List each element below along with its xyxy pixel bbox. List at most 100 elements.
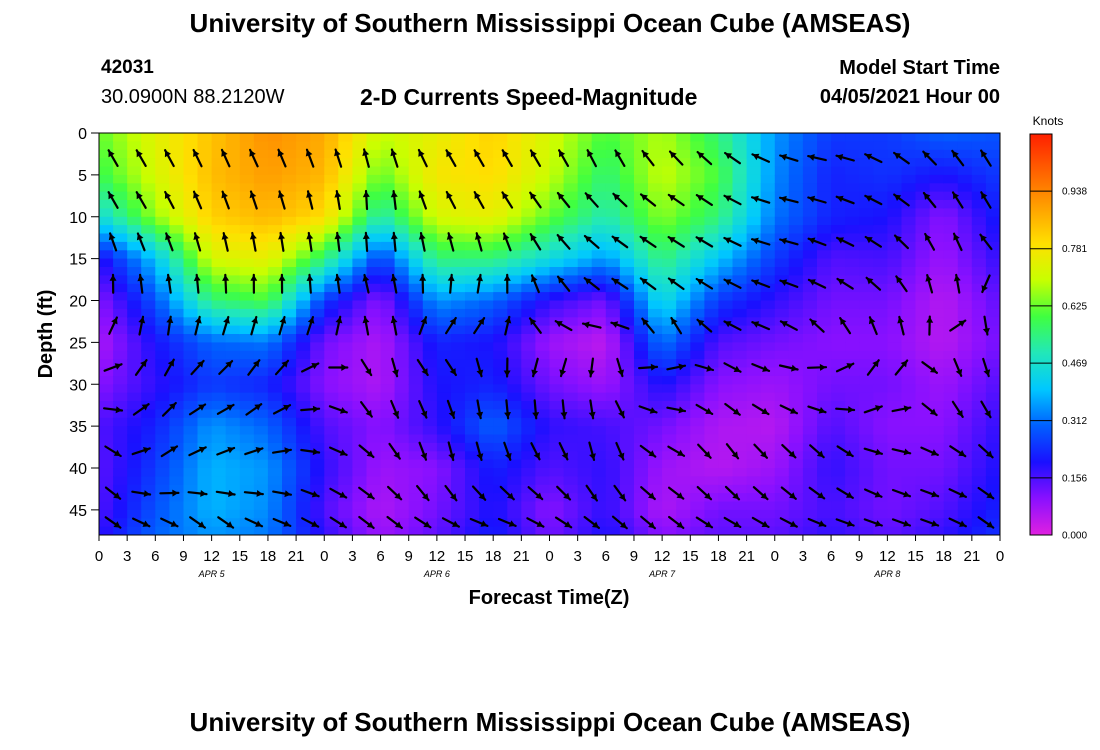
- heat-cell: [239, 141, 255, 151]
- heat-cell: [549, 484, 565, 494]
- heat-cell: [113, 317, 128, 327]
- heat-cell: [845, 518, 860, 528]
- heat-cell: [887, 334, 903, 343]
- heat-cell: [929, 384, 945, 394]
- heat-cell: [788, 476, 804, 486]
- heat-cell: [296, 509, 311, 519]
- current-arrow: [952, 232, 963, 252]
- heat-cell: [831, 267, 846, 276]
- heat-cell: [732, 359, 748, 369]
- current-arrow: [245, 403, 263, 416]
- heat-cell: [676, 476, 691, 486]
- current-arrow: [416, 358, 429, 377]
- heat-cell: [507, 518, 522, 528]
- heat-cell: [957, 292, 973, 302]
- heat-cell: [127, 442, 142, 452]
- heat-cell: [352, 501, 368, 511]
- heat-cell: [577, 426, 593, 436]
- heat-cell: [310, 250, 325, 260]
- heat-cell: [183, 158, 199, 168]
- current-arrow: [779, 237, 799, 246]
- heat-cell: [451, 468, 466, 477]
- heat-cell: [282, 308, 297, 318]
- current-arrow: [188, 446, 207, 457]
- heat-cell: [704, 501, 720, 511]
- y-tick-label: 30: [69, 377, 87, 394]
- heat-cell: [901, 401, 917, 410]
- heat-cell: [380, 493, 396, 503]
- heat-cell: [718, 300, 734, 310]
- current-arrow: [503, 441, 512, 461]
- heat-cell: [718, 141, 734, 151]
- heat-cell: [99, 233, 114, 243]
- heat-cell: [634, 509, 649, 519]
- heat-cell: [225, 367, 241, 377]
- heat-cell: [141, 317, 156, 327]
- heat-cell: [99, 183, 114, 193]
- heat-cell: [802, 283, 818, 293]
- heat-cell: [577, 325, 593, 335]
- heat-cell: [690, 350, 705, 360]
- heat-cell: [873, 191, 888, 201]
- heat-cell: [211, 518, 227, 528]
- current-arrow: [836, 445, 854, 458]
- heat-cell: [493, 401, 508, 410]
- heat-cell: [422, 501, 438, 511]
- current-arrow: [328, 405, 348, 414]
- heat-cell: [394, 367, 410, 377]
- heat-cell: [465, 459, 480, 469]
- heat-cell: [493, 200, 508, 209]
- current-arrow: [306, 273, 314, 294]
- heat-cell: [802, 426, 818, 436]
- heat-cell: [253, 275, 269, 285]
- heat-cell: [901, 334, 917, 343]
- heat-cell: [352, 241, 368, 251]
- current-arrow: [559, 357, 568, 378]
- heat-cell: [225, 183, 241, 193]
- heat-cell: [366, 392, 382, 402]
- heat-cell: [577, 501, 593, 511]
- heat-cell: [408, 459, 424, 469]
- heat-cell: [676, 308, 691, 318]
- heat-cell: [690, 300, 705, 310]
- heat-cell: [380, 141, 396, 151]
- current-arrow: [863, 405, 883, 414]
- heat-cell: [549, 493, 565, 503]
- x-tick-label: 12: [654, 548, 671, 565]
- heat-cell: [366, 325, 382, 335]
- heat-cell: [718, 158, 734, 168]
- heat-cell: [394, 174, 410, 184]
- heat-cell: [971, 200, 987, 209]
- heat-cell: [197, 501, 213, 511]
- heat-cell: [239, 300, 255, 310]
- heat-cell: [831, 191, 846, 201]
- heat-cell: [873, 342, 888, 352]
- heat-cell: [549, 241, 565, 251]
- colorbar-tick-label: 0.000: [1062, 531, 1087, 542]
- heat-cell: [99, 166, 114, 176]
- heat-cell: [549, 451, 565, 461]
- heat-cell: [831, 493, 846, 503]
- heat-cell: [451, 233, 466, 243]
- heat-cell: [817, 392, 832, 402]
- heat-cell: [887, 233, 903, 243]
- heat-cell: [915, 216, 931, 226]
- heat-cell: [774, 509, 790, 519]
- heat-cell: [873, 275, 888, 285]
- heat-cell: [521, 493, 536, 503]
- heat-cell: [943, 275, 959, 285]
- heat-cell: [310, 468, 325, 477]
- heat-cell: [380, 292, 396, 302]
- heat-cell: [465, 225, 480, 235]
- current-arrow: [301, 517, 320, 528]
- heat-cell: [605, 258, 621, 268]
- heat-cell: [535, 509, 551, 519]
- heat-cell: [971, 233, 987, 243]
- heat-cell: [704, 225, 720, 235]
- heat-cell: [253, 292, 269, 302]
- heat-cell: [577, 375, 593, 385]
- heat-cell: [760, 141, 776, 151]
- current-arrow: [335, 315, 343, 336]
- heat-cell: [394, 317, 410, 327]
- heat-cell: [310, 292, 325, 302]
